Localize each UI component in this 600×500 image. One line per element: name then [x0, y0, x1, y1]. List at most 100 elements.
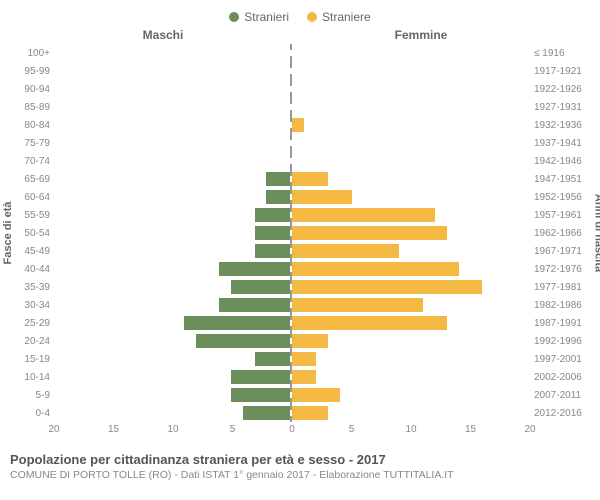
legend: Stranieri Straniere	[10, 10, 590, 24]
bar-male	[255, 226, 290, 240]
age-label: 80-84	[10, 120, 54, 131]
bar-pair	[54, 80, 530, 98]
bar-pair	[54, 170, 530, 188]
x-axis: 05101520 5101520	[10, 424, 590, 438]
bar-female	[292, 388, 340, 402]
bar-pair	[54, 62, 530, 80]
pyramid-row: 25-29 1987-1991	[10, 314, 590, 332]
age-label: 55-59	[10, 210, 54, 221]
x-tick: 15	[465, 424, 476, 435]
birth-year-label: 1987-1991	[530, 318, 590, 329]
age-label: 30-34	[10, 300, 54, 311]
footer: Popolazione per cittadinanza straniera p…	[10, 452, 590, 481]
birth-year-label: 1932-1936	[530, 120, 590, 131]
pyramid-row: 10-142002-2006	[10, 368, 590, 386]
pyramid-row: 20-241992-1996	[10, 332, 590, 350]
age-label: 0-4	[10, 408, 54, 419]
bar-female	[292, 298, 423, 312]
birth-year-label: 1977-1981	[530, 282, 590, 293]
chart-title: Popolazione per cittadinanza straniera p…	[10, 452, 590, 467]
pyramid-row: 70-741942-1946	[10, 152, 590, 170]
age-label: 5-9	[10, 390, 54, 401]
bar-female	[292, 280, 482, 294]
bar-female	[292, 118, 304, 132]
age-label: 85-89	[10, 102, 54, 113]
y-axis-label-left: Fasce di età	[2, 202, 14, 265]
age-label: 15-19	[10, 354, 54, 365]
age-label: 40-44	[10, 264, 54, 275]
bar-pair	[54, 332, 530, 350]
header-female: Femmine	[292, 28, 530, 42]
bar-male	[231, 280, 290, 294]
bar-female	[292, 262, 459, 276]
legend-swatch-male	[229, 12, 239, 22]
bar-female	[292, 334, 328, 348]
birth-year-label: 1942-1946	[530, 156, 590, 167]
birth-year-label: 1917-1921	[530, 66, 590, 77]
pyramid-row: 50-541962-1966	[10, 224, 590, 242]
pyramid-row: 60-641952-1956	[10, 188, 590, 206]
birth-year-label: 1967-1971	[530, 246, 590, 257]
x-tick: 20	[48, 424, 59, 435]
bar-male	[184, 316, 290, 330]
birth-year-label: 1997-2001	[530, 354, 590, 365]
bar-pair	[54, 206, 530, 224]
birth-year-label: 2002-2006	[530, 372, 590, 383]
pyramid-row: 90-941922-1926	[10, 80, 590, 98]
pyramid-row: 40-44 1972-1976	[10, 260, 590, 278]
age-label: 100+	[10, 48, 54, 59]
x-tick: 10	[405, 424, 416, 435]
pyramid-row: 45-49 1967-1971	[10, 242, 590, 260]
legend-label-female: Straniere	[322, 10, 371, 24]
birth-year-label: 1927-1931	[530, 102, 590, 113]
pyramid-row: 0-4 2012-2016	[10, 404, 590, 422]
bar-male	[219, 298, 290, 312]
legend-swatch-female	[307, 12, 317, 22]
bar-pair	[54, 116, 530, 134]
legend-item-female: Straniere	[307, 10, 371, 24]
bar-male	[196, 334, 290, 348]
age-label: 65-69	[10, 174, 54, 185]
birth-year-label: 2012-2016	[530, 408, 590, 419]
bar-male	[231, 388, 290, 402]
pyramid-row: 35-39 1977-1981	[10, 278, 590, 296]
pyramid-row: 85-89 1927-1931	[10, 98, 590, 116]
bar-male	[243, 406, 290, 420]
bar-pair	[54, 188, 530, 206]
bar-pair	[54, 314, 530, 332]
bar-pair	[54, 260, 530, 278]
birth-year-label: ≤ 1916	[530, 48, 590, 59]
age-label: 35-39	[10, 282, 54, 293]
bar-male	[255, 352, 290, 366]
birth-year-label: 1982-1986	[530, 300, 590, 311]
age-label: 95-99	[10, 66, 54, 77]
bar-pair	[54, 134, 530, 152]
birth-year-label: 1962-1966	[530, 228, 590, 239]
bar-female	[292, 406, 328, 420]
birth-year-label: 1972-1976	[530, 264, 590, 275]
bar-male	[266, 172, 290, 186]
pyramid-row: 15-19 1997-2001	[10, 350, 590, 368]
bar-male	[266, 190, 290, 204]
bar-male	[231, 370, 290, 384]
pyramid-row: 95-99 1917-1921	[10, 62, 590, 80]
bar-pair	[54, 152, 530, 170]
bar-female	[292, 244, 399, 258]
age-label: 45-49	[10, 246, 54, 257]
bar-female	[292, 226, 447, 240]
y-axis-label-right: Anni di nascita	[592, 194, 600, 272]
bar-pair	[54, 404, 530, 422]
birth-year-label: 1952-1956	[530, 192, 590, 203]
age-label: 90-94	[10, 84, 54, 95]
chart-body: Fasce di età Anni di nascita 100+≤ 19169…	[10, 44, 590, 422]
bar-male	[255, 208, 290, 222]
birth-year-label: 1957-1961	[530, 210, 590, 221]
bar-pair	[54, 386, 530, 404]
bar-pair	[54, 98, 530, 116]
pyramid-row: 80-84 1932-1936	[10, 116, 590, 134]
age-label: 25-29	[10, 318, 54, 329]
pyramid-row: 55-59 1957-1961	[10, 206, 590, 224]
bar-pair	[54, 278, 530, 296]
legend-item-male: Stranieri	[229, 10, 289, 24]
chart-subtitle: COMUNE DI PORTO TOLLE (RO) - Dati ISTAT …	[10, 469, 590, 481]
